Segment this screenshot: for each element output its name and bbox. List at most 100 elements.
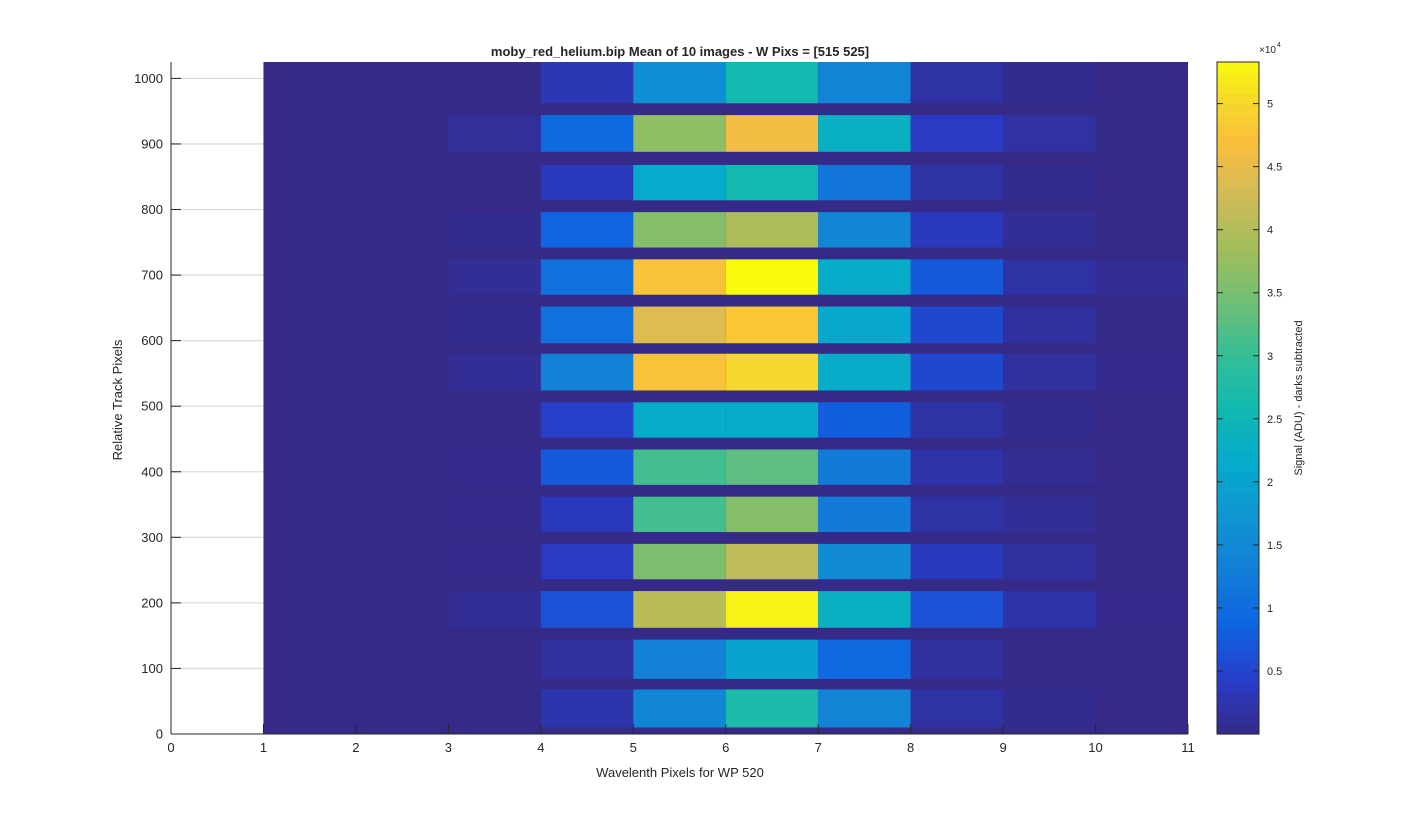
colorbar-segment — [1217, 62, 1259, 74]
colorbar-segment — [1217, 398, 1259, 410]
colorbar-segment — [1217, 272, 1259, 284]
heatmap-cell — [448, 689, 541, 728]
colorbar-segment — [1217, 366, 1259, 378]
heatmap-cell — [633, 689, 726, 728]
colorbar-segment — [1217, 345, 1259, 357]
x-tick-label: 9 — [999, 740, 1006, 755]
colorbar-segment — [1217, 524, 1259, 536]
heatmap-cell — [448, 115, 541, 152]
heatmap-cell — [540, 306, 634, 344]
colorbar-segment — [1217, 293, 1259, 305]
heatmap-cell — [725, 591, 819, 628]
x-tick-label: 0 — [167, 740, 174, 755]
x-tick-label: 10 — [1088, 740, 1102, 755]
colorbar-segment — [1217, 597, 1259, 609]
colorbar-segment — [1217, 587, 1259, 599]
colorbar-segment — [1217, 83, 1259, 95]
colorbar-segment — [1217, 566, 1259, 578]
heatmap-cell — [540, 115, 634, 152]
colorbar-segment — [1217, 198, 1259, 210]
heatmap-cell — [725, 306, 819, 344]
heatmap-cell — [725, 353, 819, 391]
colorbar-exponent-base: ×10 — [1259, 45, 1276, 56]
colorbar-segment — [1217, 72, 1259, 84]
x-tick-label: 2 — [352, 740, 359, 755]
colorbar-segment — [1217, 713, 1259, 725]
heatmap-cell — [818, 689, 911, 728]
colorbar-tick-label: 1 — [1267, 603, 1273, 615]
heatmap-cell — [818, 496, 911, 533]
heatmap-cell — [1095, 306, 1188, 344]
heatmap-cell — [633, 115, 726, 152]
x-tick-label: 7 — [815, 740, 822, 755]
colorbar-frame — [1216, 61, 1260, 735]
heatmap-cell — [910, 639, 1004, 679]
colorbar-segment — [1217, 429, 1259, 441]
heatmap-cell — [1095, 353, 1188, 391]
x-tick-label: 11 — [1181, 740, 1195, 755]
heatmap-cell — [448, 306, 541, 344]
heatmap-cell — [448, 591, 541, 628]
heatmap-cell — [818, 353, 911, 391]
colorbar-segment — [1217, 419, 1259, 431]
heatmap-cell — [725, 259, 819, 295]
heatmap-cell — [910, 496, 1004, 533]
heatmap-cell — [910, 62, 1004, 104]
heatmap-cell — [540, 402, 634, 438]
heatmap-cell — [818, 115, 911, 152]
heatmap-cell — [633, 62, 726, 104]
heatmap-cell — [540, 689, 634, 728]
colorbar-segment — [1217, 125, 1259, 137]
y-tick-label: 900 — [141, 136, 163, 151]
heatmap-cell — [633, 449, 726, 485]
heatmap-cell — [633, 639, 726, 679]
colorbar-segment — [1217, 177, 1259, 189]
colorbar-label: Signal (ADU) - darks subtracted — [1293, 320, 1305, 475]
heatmap-cell — [1003, 496, 1096, 533]
colorbar-segment — [1217, 209, 1259, 221]
heatmap-cell — [448, 496, 541, 533]
heatmap-cell — [633, 164, 726, 201]
heatmap-cell — [448, 543, 541, 580]
heatmap-cell — [818, 306, 911, 344]
chart-title: moby_red_helium.bip Mean of 10 images - … — [491, 44, 869, 59]
heatmap-cell — [725, 689, 819, 728]
colorbar-segment — [1217, 167, 1259, 179]
heatmap-cell — [540, 496, 634, 533]
heatmap-cell — [1003, 306, 1096, 344]
y-tick-label: 300 — [141, 530, 163, 545]
heatmap-cell — [633, 353, 726, 391]
heatmap-cell — [633, 306, 726, 344]
heatmap-cell — [540, 212, 634, 248]
colorbar-segment — [1217, 534, 1259, 546]
heatmap-cell — [818, 639, 911, 679]
y-axis-label: Relative Track Pixels — [110, 339, 125, 460]
colorbar-segment — [1217, 440, 1259, 452]
colorbar-segment — [1217, 282, 1259, 294]
colorbar-tick-label: 4.5 — [1267, 162, 1282, 174]
heatmap-cell — [448, 639, 541, 679]
colorbar-segment — [1217, 692, 1259, 704]
colorbar-segment — [1217, 387, 1259, 399]
y-tick-label: 1000 — [134, 71, 163, 86]
heatmap-cell — [818, 164, 911, 201]
colorbar-segment — [1217, 104, 1259, 116]
colorbar-exponent-power: 4 — [1277, 42, 1281, 49]
x-tick-label: 3 — [445, 740, 452, 755]
y-tick-label: 400 — [141, 464, 163, 479]
x-tick-label: 1 — [260, 740, 267, 755]
colorbar-segment — [1217, 335, 1259, 347]
heatmap-cell — [725, 639, 819, 679]
colorbar-segment — [1217, 261, 1259, 273]
x-tick-label: 6 — [722, 740, 729, 755]
colorbar-segment — [1217, 408, 1259, 420]
heatmap-cell — [1003, 62, 1096, 104]
colorbar-segment — [1217, 702, 1259, 714]
y-tick-label: 700 — [141, 268, 163, 283]
heatmap-cell — [1003, 543, 1096, 580]
colorbar-segment — [1217, 240, 1259, 252]
colorbar-segment — [1217, 324, 1259, 336]
x-tick-label: 4 — [537, 740, 544, 755]
